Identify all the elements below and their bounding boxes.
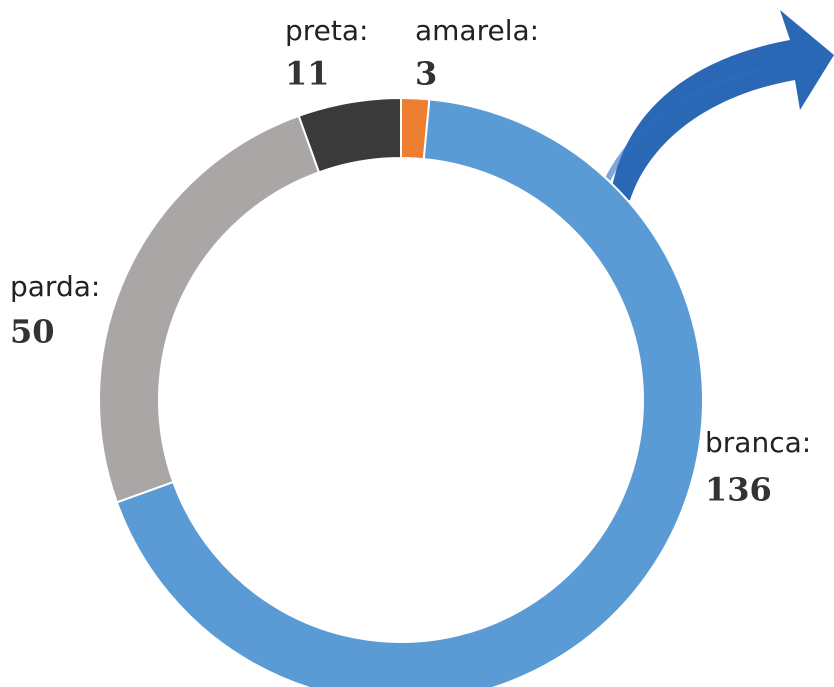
donut-segment — [115, 98, 704, 687]
category-label: preta: — [285, 14, 368, 47]
value-label: 136 — [705, 471, 772, 509]
value-label: 50 — [10, 313, 55, 351]
category-label: parda: — [10, 270, 100, 303]
donut-segment — [98, 114, 321, 504]
value-label: 3 — [415, 55, 437, 93]
arrow-decoration — [602, 10, 834, 200]
category-label: branca: — [705, 426, 811, 459]
category-label: amarela: — [415, 14, 539, 47]
value-label: 11 — [285, 55, 330, 93]
donut-segment — [297, 96, 402, 174]
